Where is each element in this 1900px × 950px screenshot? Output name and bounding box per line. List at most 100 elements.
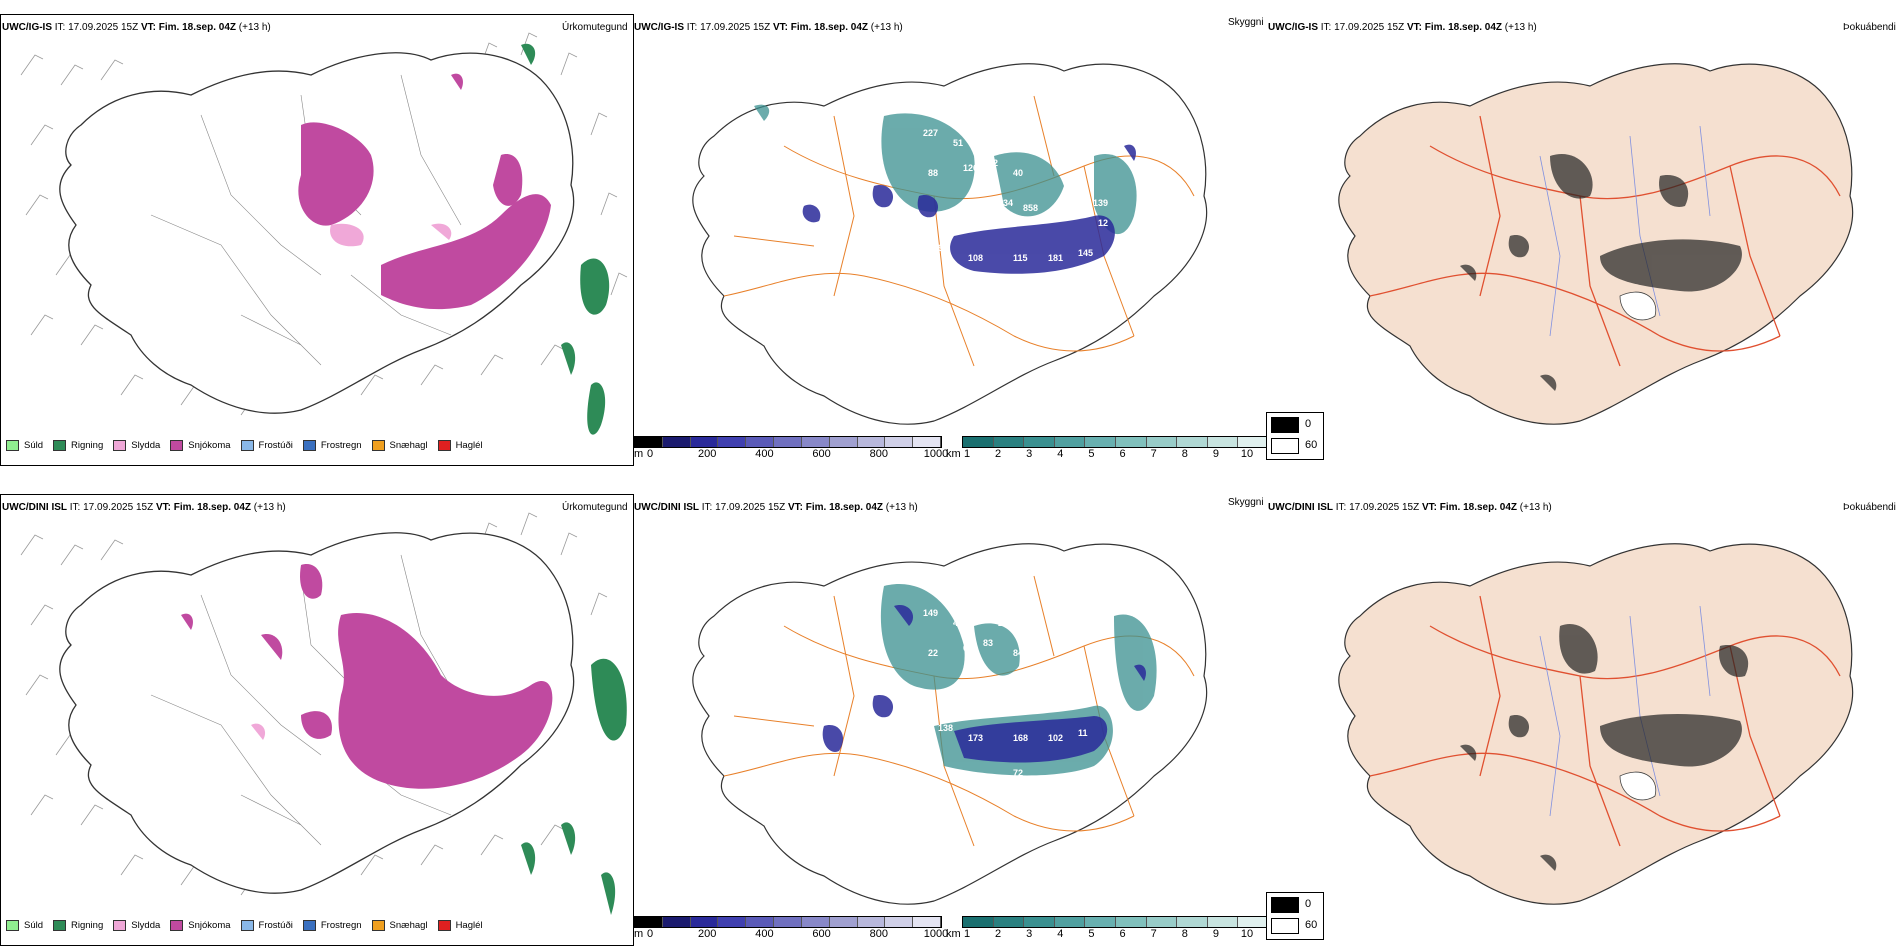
colorbar-tick-label: 9 <box>1212 448 1219 460</box>
colorbar-tick-label: 6 <box>1119 928 1126 940</box>
colorbar-segment <box>1024 917 1055 927</box>
colorbar-segment <box>1207 917 1239 927</box>
legend-item-snaehagl: Snæhagl <box>371 920 428 931</box>
cloud-base-label: 139 <box>1093 198 1108 208</box>
iceland-land <box>1338 543 1854 905</box>
colorbar-segment <box>963 917 994 927</box>
legend-label: Rigning <box>71 920 104 931</box>
roads <box>1369 595 1841 847</box>
cloud-base-label: 368 <box>1013 288 1028 298</box>
cloud-base-label: 92 <box>938 243 948 253</box>
colorbar-segment <box>885 917 914 927</box>
colorbar-tick-label: 800 <box>869 448 888 460</box>
sleet-areas <box>251 723 266 740</box>
fog-panel <box>1300 516 1860 906</box>
iceland-land <box>1338 63 1854 425</box>
cloud-base-label: 83 <box>983 638 993 648</box>
rain-areas <box>521 43 610 435</box>
vt-label: VT: <box>1406 22 1422 33</box>
ceiling-unit: m <box>634 928 644 940</box>
fog-legend: 0 60 <box>1266 892 1324 940</box>
cloud-base-label: 159 <box>968 198 983 208</box>
legend-item-slydda: Slydda <box>113 440 160 451</box>
cloud-base-label: 10 <box>1023 683 1033 693</box>
colorbar-tick-label: 600 <box>812 928 831 940</box>
it-label: IT: <box>686 22 698 33</box>
precip-header: UWC/DINI ISL IT: 17.09.2025 15Z VT: Fim.… <box>2 502 286 514</box>
cloud-base-label: 181 <box>1048 253 1063 263</box>
it-value: 17.09.2025 15Z <box>1334 22 1405 33</box>
it-value: 17.09.2025 15Z <box>700 22 771 33</box>
snow-areas <box>298 73 551 310</box>
snow-areas <box>181 564 553 789</box>
visibility-colorbar <box>962 436 1270 448</box>
cloud-base-label: 136 <box>893 713 908 723</box>
cloud-base-label: 12 <box>1098 218 1108 228</box>
legend-label: Snjókoma <box>188 920 231 931</box>
precip-map <box>20 512 627 915</box>
it-value: 17.09.2025 15Z <box>715 502 786 513</box>
colorbar-segment <box>1177 917 1208 927</box>
cloud-base-label: 168 <box>1013 733 1028 743</box>
colorbar-segment <box>1054 917 1086 927</box>
legend-swatch <box>371 920 385 931</box>
legend-item-snjokoma: Snjókoma <box>170 440 231 451</box>
legend-label: Snjókoma <box>188 440 231 451</box>
legend-label: Haglél <box>455 440 483 451</box>
legend-label: Slydda <box>131 920 161 931</box>
low-ceiling <box>802 144 1136 274</box>
vt-label: VT: <box>155 502 171 513</box>
fog-label-bottom: 60 <box>1305 439 1318 451</box>
vt-value: Fim. 18.sep. 04Z <box>173 502 252 513</box>
cloud-base-label: 37 <box>1078 633 1088 643</box>
colorbar-tick-label: 3 <box>1026 448 1033 460</box>
precip-type-panel <box>0 14 634 466</box>
it-label: IT: <box>69 502 81 513</box>
cloud-base-label: 227 <box>923 128 938 138</box>
colorbar-segment <box>1146 917 1178 927</box>
colorbar-segment <box>635 917 663 927</box>
colorbar-tick-label: 8 <box>1181 928 1188 940</box>
fog-swatch-light <box>1271 438 1299 454</box>
colorbar-tick-label: 800 <box>869 928 888 940</box>
legend-label: Frostúði <box>258 920 293 931</box>
colorbar-tick-label: 1 <box>963 448 971 460</box>
model-name: UWC/DINI ISL <box>2 502 67 513</box>
visibility-unit: km <box>946 448 961 460</box>
precip-panel-title: Úrkomutegund <box>562 22 628 33</box>
lead-time: (+13 h) <box>238 22 271 33</box>
colorbar-segment <box>774 917 802 927</box>
fog-label-top: 0 <box>1305 898 1312 910</box>
colorbar-segment <box>913 437 941 447</box>
cloud-base-label: 72 <box>1013 768 1023 778</box>
cloud-header: UWC/DINI ISL IT: 17.09.2025 15Z VT: Fim.… <box>634 502 918 514</box>
cloud-base-label: 97 <box>1098 133 1108 143</box>
cloud-base-label: 77 <box>893 233 903 243</box>
cloud-base-label: 61 <box>963 643 973 653</box>
legend-label: Súld <box>24 440 44 451</box>
rain-areas <box>521 658 627 915</box>
legend-swatch <box>240 920 254 931</box>
colorbar-segment <box>662 437 691 447</box>
colorbar-segment <box>913 917 941 927</box>
colorbar-tick-label: 2 <box>995 448 1002 460</box>
colorbar-segment <box>1115 437 1147 447</box>
colorbar-segment <box>746 917 775 927</box>
it-value: 17.09.2025 15Z <box>83 502 154 513</box>
colorbar-segment <box>690 437 719 447</box>
colorbar-tick-label: 10 <box>1240 448 1254 460</box>
row-2: UWC/DINI ISL IT: 17.09.2025 15Z VT: Fim.… <box>0 480 1900 950</box>
legend-item-snjokoma: Snjókoma <box>170 920 231 931</box>
it-label: IT: <box>1320 22 1332 33</box>
colorbar-segment <box>635 437 663 447</box>
ceiling-colorbar <box>634 436 942 448</box>
colorbar-segment <box>1177 437 1208 447</box>
colorbar-tick-label: 0 <box>646 448 654 460</box>
legend-item-snaehagl: Snæhagl <box>371 440 428 451</box>
roads <box>1369 115 1841 367</box>
legend-swatch <box>437 440 451 451</box>
legend-swatch <box>170 440 184 451</box>
visibility-unit: km <box>946 928 961 940</box>
fog-swatch-dark <box>1271 417 1299 433</box>
